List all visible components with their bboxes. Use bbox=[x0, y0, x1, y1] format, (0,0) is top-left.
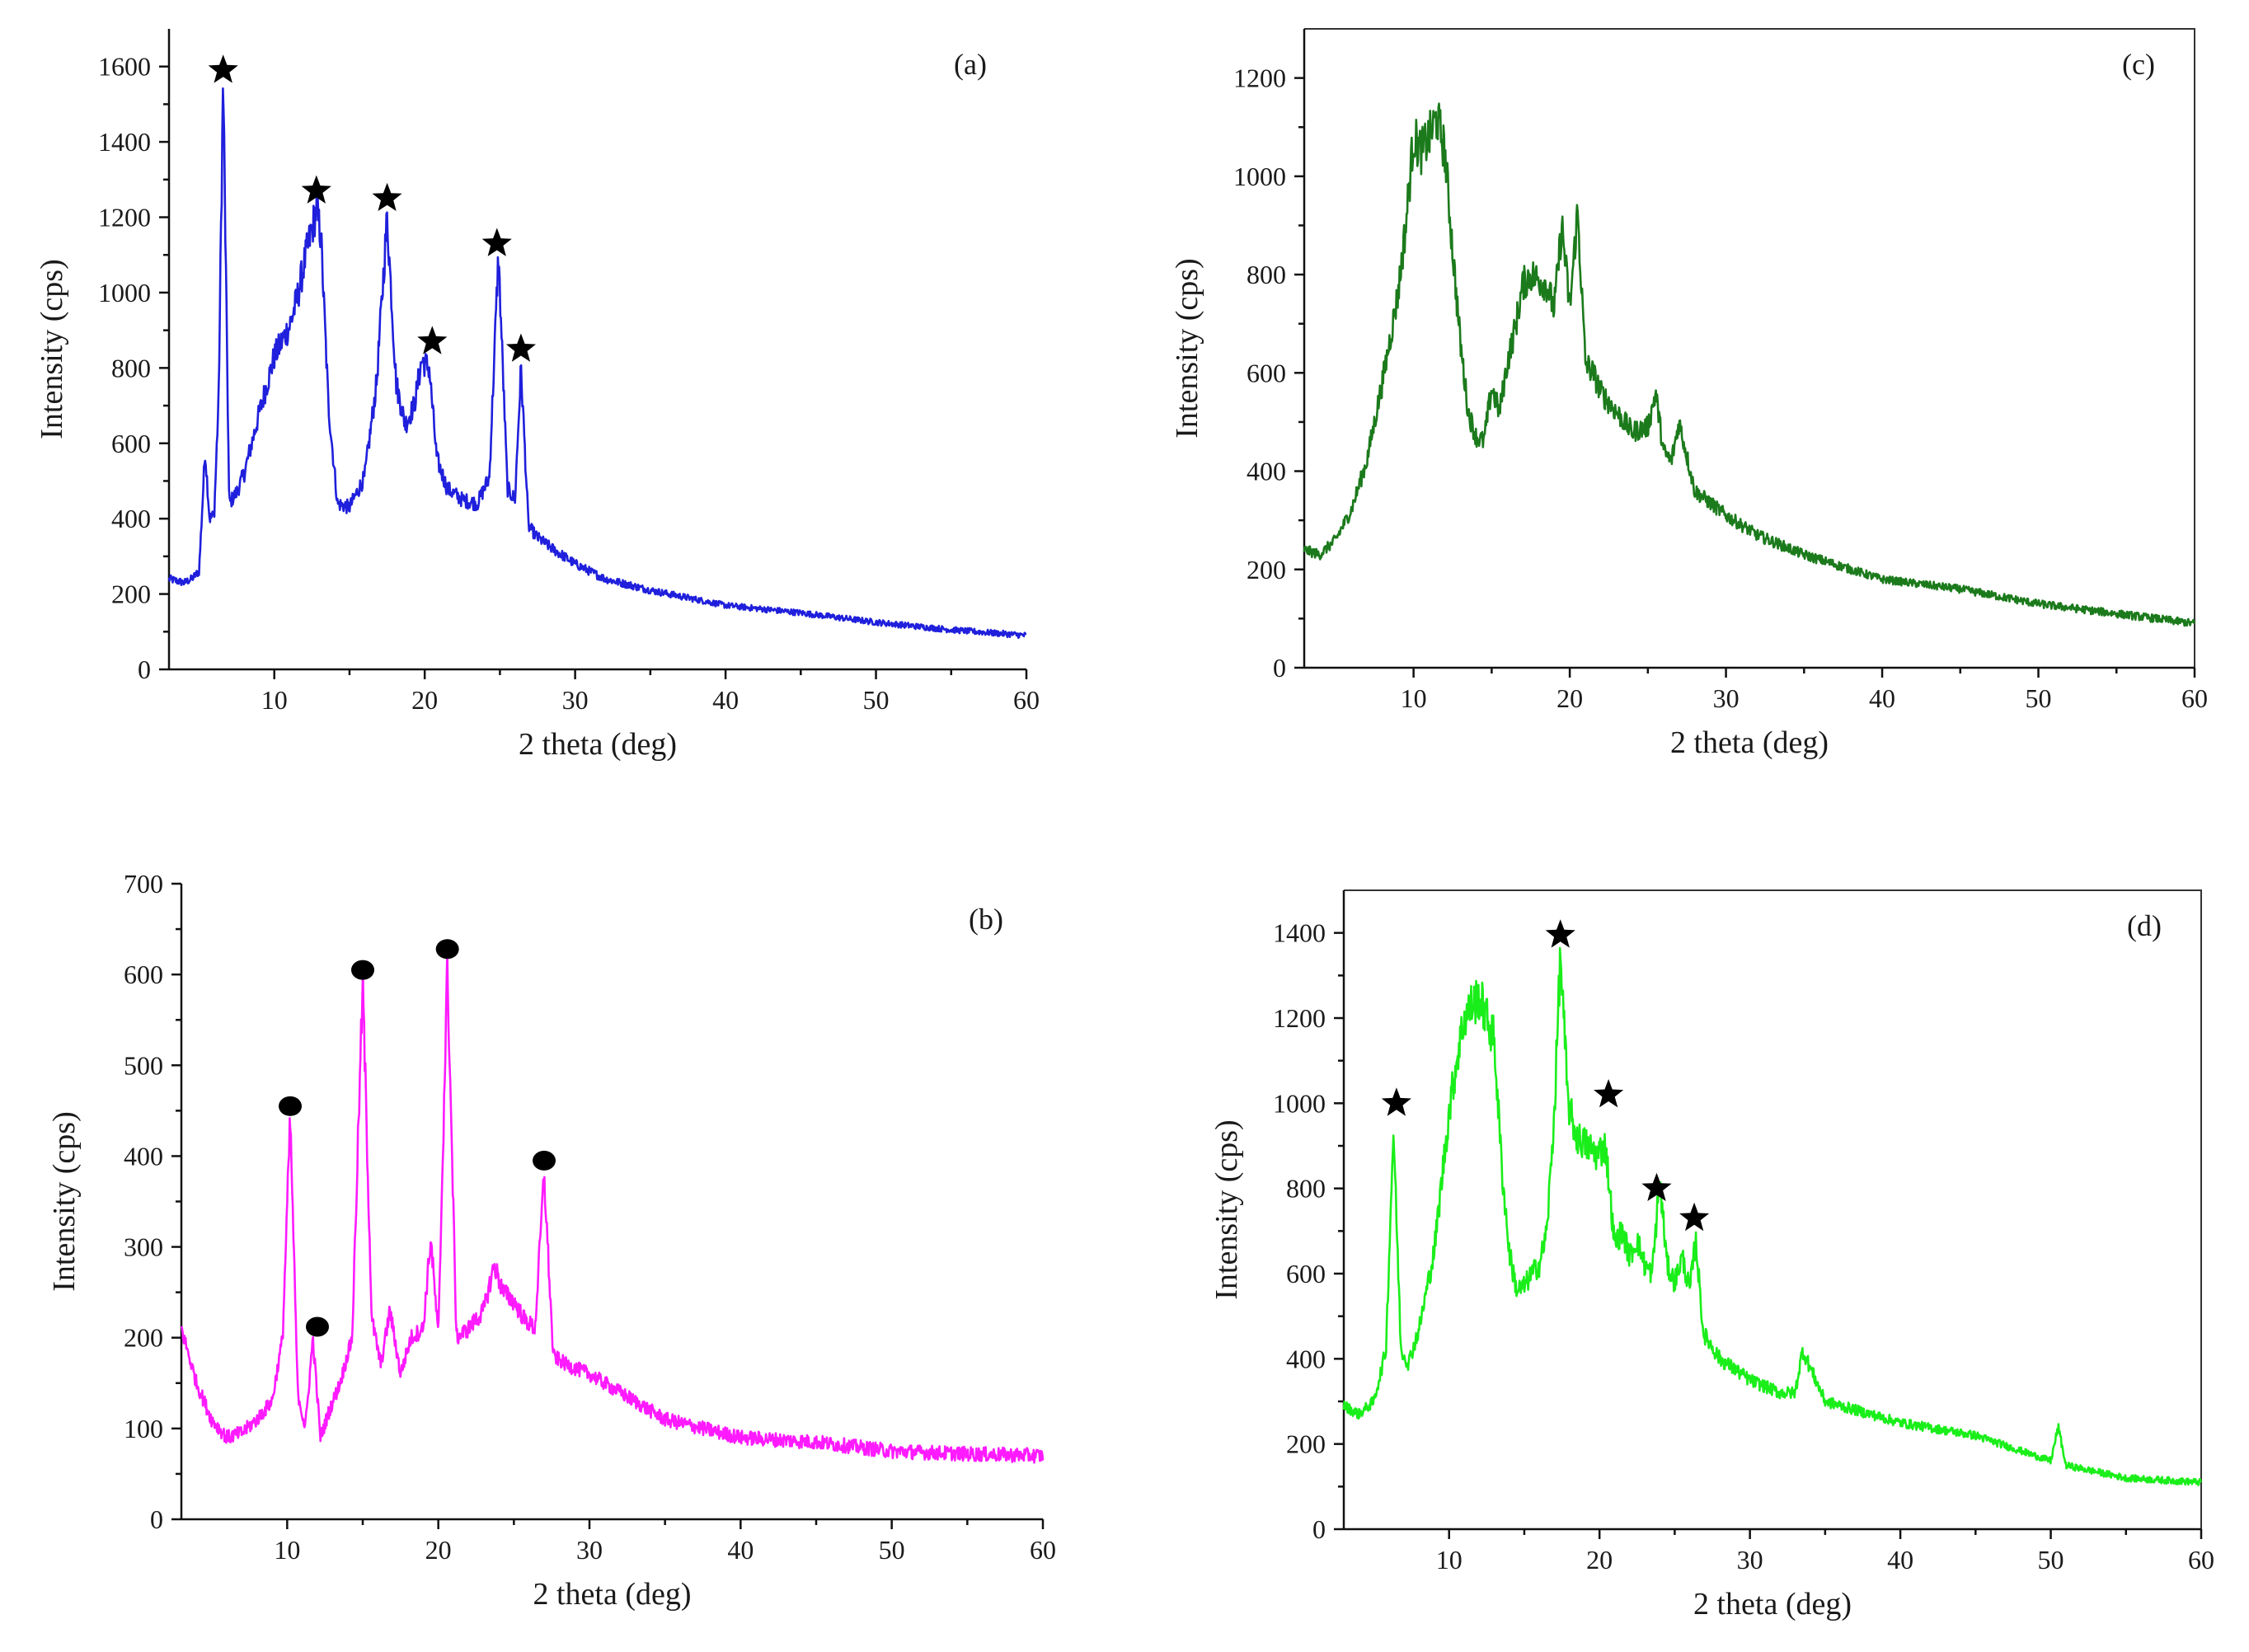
y-tick-label: 0 bbox=[138, 655, 151, 684]
x-axis-label: 2 theta (deg) bbox=[1693, 1587, 1852, 1621]
peak-circle-marker bbox=[306, 1316, 329, 1337]
y-axis-label: Intensity (cps) bbox=[35, 259, 69, 439]
x-axis-label: 2 theta (deg) bbox=[1670, 725, 1829, 760]
panel-label: (c) bbox=[2122, 48, 2155, 81]
y-tick-label: 1400 bbox=[98, 127, 151, 157]
y-tick-label: 1000 bbox=[1233, 162, 1286, 191]
panel-label: (d) bbox=[2127, 909, 2162, 942]
x-tick-label: 40 bbox=[1869, 683, 1895, 713]
y-tick-label: 700 bbox=[124, 869, 163, 899]
y-tick-label: 200 bbox=[124, 1323, 163, 1353]
y-tick-label: 600 bbox=[1286, 1259, 1326, 1288]
series-line-d bbox=[1342, 946, 2202, 1486]
x-tick-label: 20 bbox=[1586, 1545, 1613, 1575]
y-tick-label: 600 bbox=[111, 429, 151, 458]
y-tick-label: 600 bbox=[1247, 358, 1286, 387]
y-tick-label: 200 bbox=[111, 580, 151, 609]
x-tick-label: 10 bbox=[1436, 1545, 1463, 1575]
x-tick-label: 10 bbox=[1401, 683, 1427, 713]
y-tick-label: 300 bbox=[124, 1232, 163, 1262]
y-tick-label: 200 bbox=[1247, 555, 1286, 584]
panel-label: (a) bbox=[954, 48, 987, 81]
y-axis-label: Intensity (cps) bbox=[1170, 258, 1204, 438]
series-line-b bbox=[180, 949, 1045, 1464]
y-tick-label: 1400 bbox=[1273, 918, 1326, 948]
chart-panel-a: 10 20 30 40 50 600200400600800100012001400160… bbox=[35, 29, 1040, 762]
plot-frame bbox=[1344, 889, 2202, 1529]
y-tick-label: 600 bbox=[124, 960, 163, 989]
x-tick-label: 40 bbox=[727, 1535, 754, 1565]
x-tick-label: 60 bbox=[1013, 685, 1040, 715]
peak-star-marker bbox=[417, 326, 448, 354]
x-tick-label: 30 bbox=[576, 1535, 603, 1565]
plot-frame bbox=[1304, 28, 2195, 668]
y-tick-label: 100 bbox=[124, 1414, 163, 1443]
y-tick-label: 400 bbox=[111, 504, 151, 533]
y-tick-label: 1000 bbox=[1273, 1088, 1326, 1118]
peak-star-marker bbox=[301, 175, 331, 204]
panel-label: (b) bbox=[969, 903, 1003, 936]
x-tick-label: 30 bbox=[1713, 683, 1740, 713]
x-tick-label: 20 bbox=[425, 1535, 452, 1565]
y-tick-label: 400 bbox=[1247, 457, 1286, 486]
y-tick-label: 1200 bbox=[1273, 1003, 1326, 1033]
y-axis-label: Intensity (cps) bbox=[1209, 1119, 1244, 1299]
y-axis-label: Intensity (cps) bbox=[47, 1111, 82, 1291]
peak-circle-marker bbox=[435, 939, 459, 960]
y-tick-label: 0 bbox=[150, 1504, 163, 1534]
y-tick-label: 800 bbox=[1286, 1174, 1326, 1204]
y-tick-label: 800 bbox=[111, 353, 151, 382]
x-tick-label: 60 bbox=[2188, 1545, 2214, 1575]
x-tick-label: 60 bbox=[1030, 1535, 1056, 1565]
series-line-c bbox=[1303, 102, 2196, 627]
y-tick-label: 1600 bbox=[98, 52, 151, 82]
peak-star-marker bbox=[1545, 919, 1575, 948]
x-axis-label: 2 theta (deg) bbox=[519, 727, 677, 762]
x-tick-label: 30 bbox=[562, 685, 589, 715]
peak-circle-marker bbox=[351, 960, 374, 980]
x-tick-label: 40 bbox=[1887, 1545, 1913, 1575]
peak-circle-marker bbox=[533, 1150, 556, 1171]
x-axis-label: 2 theta (deg) bbox=[533, 1577, 691, 1612]
peak-star-marker bbox=[505, 333, 536, 362]
y-tick-label: 200 bbox=[1286, 1429, 1326, 1459]
peak-circle-marker bbox=[279, 1096, 302, 1116]
x-tick-label: 50 bbox=[2026, 683, 2052, 713]
x-tick-label: 30 bbox=[1737, 1545, 1763, 1575]
x-tick-label: 50 bbox=[2038, 1545, 2064, 1575]
x-tick-label: 20 bbox=[1556, 683, 1583, 713]
x-tick-label: 50 bbox=[863, 685, 890, 715]
peak-star-marker bbox=[1641, 1172, 1672, 1201]
peak-star-marker bbox=[1594, 1079, 1624, 1108]
y-tick-label: 1200 bbox=[98, 203, 151, 232]
y-tick-label: 800 bbox=[1247, 260, 1286, 289]
y-tick-label: 500 bbox=[124, 1050, 163, 1080]
peak-star-marker bbox=[1381, 1087, 1411, 1116]
y-tick-label: 1000 bbox=[98, 278, 151, 307]
x-tick-label: 20 bbox=[411, 685, 438, 715]
x-tick-label: 10 bbox=[261, 685, 288, 715]
x-tick-label: 60 bbox=[2181, 683, 2208, 713]
x-tick-label: 40 bbox=[712, 685, 739, 715]
peak-star-marker bbox=[208, 54, 238, 83]
peak-star-marker bbox=[372, 182, 402, 211]
y-tick-label: 1200 bbox=[1233, 63, 1286, 93]
series-line-a bbox=[167, 87, 1027, 639]
peak-star-marker bbox=[481, 228, 512, 256]
x-tick-label: 50 bbox=[879, 1535, 905, 1565]
y-tick-label: 0 bbox=[1273, 653, 1286, 683]
y-tick-label: 400 bbox=[124, 1141, 163, 1171]
peak-star-marker bbox=[1679, 1202, 1710, 1232]
y-tick-label: 0 bbox=[1312, 1514, 1326, 1544]
x-tick-label: 10 bbox=[274, 1535, 300, 1565]
y-tick-label: 400 bbox=[1286, 1344, 1326, 1373]
